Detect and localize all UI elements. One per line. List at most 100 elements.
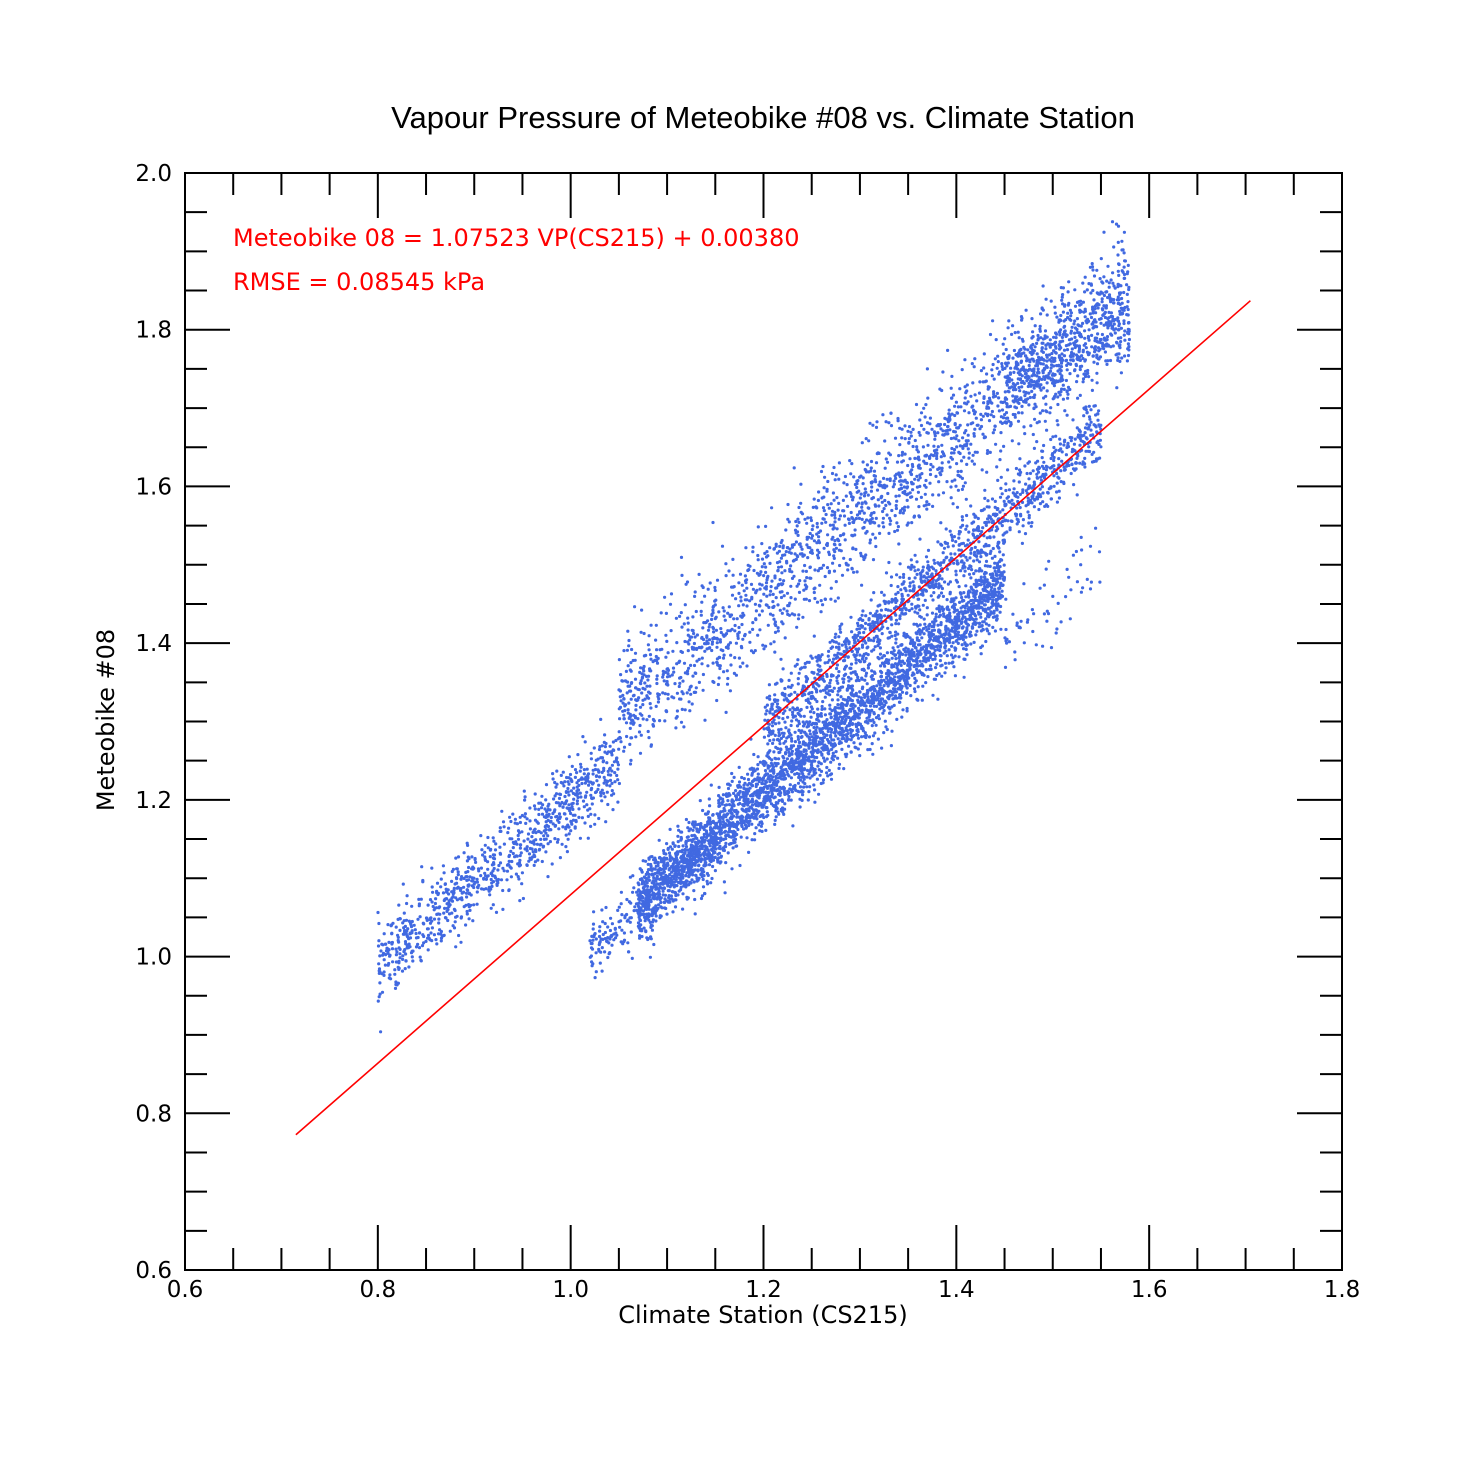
scatter-point <box>756 776 759 779</box>
scatter-point <box>532 831 535 834</box>
scatter-point <box>918 669 921 672</box>
scatter-point <box>443 907 446 910</box>
scatter-point <box>906 707 909 710</box>
scatter-point <box>734 845 737 848</box>
scatter-point <box>551 772 554 775</box>
scatter-point <box>735 795 738 798</box>
scatter-point <box>961 567 964 570</box>
scatter-point <box>434 902 437 905</box>
scatter-point <box>784 726 787 729</box>
scatter-point <box>921 672 924 675</box>
scatter-point <box>503 825 506 828</box>
scatter-point <box>599 951 602 954</box>
scatter-point <box>676 835 679 838</box>
scatter-point <box>864 622 867 625</box>
scatter-point <box>508 888 511 891</box>
scatter-point <box>827 650 830 653</box>
scatter-point <box>584 796 587 799</box>
scatter-point <box>668 894 671 897</box>
scatter-point <box>748 809 751 812</box>
scatter-point <box>657 903 660 906</box>
scatter-point <box>1000 571 1003 574</box>
scatter-point <box>999 574 1002 577</box>
scatter-point <box>612 749 615 752</box>
scatter-point <box>825 766 828 769</box>
scatter-point <box>935 613 938 616</box>
scatter-point <box>585 791 588 794</box>
scatter-point <box>898 649 901 652</box>
scatter-point <box>704 825 707 828</box>
scatter-point <box>925 668 928 671</box>
scatter-point <box>506 831 509 834</box>
scatter-point <box>598 925 601 928</box>
scatter-point <box>944 662 947 665</box>
scatter-point <box>734 823 737 826</box>
scatter-point <box>829 727 832 730</box>
y-tick-label: 1.0 <box>135 945 172 971</box>
scatter-point <box>455 882 458 885</box>
scatter-point <box>803 758 806 761</box>
scatter-point <box>983 620 986 623</box>
scatter-point <box>917 685 920 688</box>
scatter-point <box>969 552 972 555</box>
scatter-point <box>565 790 568 793</box>
scatter-point <box>597 817 600 820</box>
scatter-point <box>558 817 561 820</box>
scatter-point <box>409 923 412 926</box>
scatter-point <box>660 860 663 863</box>
scatter-point <box>677 872 680 875</box>
scatter-point <box>799 805 802 808</box>
scatter-point <box>749 806 752 809</box>
scatter-point <box>742 792 745 795</box>
scatter-point <box>841 716 844 719</box>
scatter-point <box>387 952 390 955</box>
scatter-point <box>603 776 606 779</box>
scatter-point <box>683 852 686 855</box>
scatter-point <box>802 775 805 778</box>
scatter-point <box>610 934 613 937</box>
scatter-point <box>910 663 913 666</box>
scatter-point <box>738 791 741 794</box>
scatter-point <box>1003 564 1006 567</box>
scatter-point <box>872 639 875 642</box>
scatter-point <box>869 612 872 615</box>
scatter-point <box>649 921 652 924</box>
scatter-point <box>962 638 965 641</box>
scatter-point <box>552 797 555 800</box>
scatter-point <box>496 868 499 871</box>
scatter-point <box>718 786 721 789</box>
scatter-point <box>583 821 586 824</box>
scatter-point <box>606 803 609 806</box>
scatter-point <box>935 645 938 648</box>
scatter-point <box>780 766 783 769</box>
scatter-point <box>616 778 619 781</box>
scatter-point <box>807 798 810 801</box>
scatter-point <box>900 716 903 719</box>
scatter-point <box>782 786 785 789</box>
scatter-point <box>893 675 896 678</box>
scatter-point <box>688 874 691 877</box>
scatter-point <box>635 902 638 905</box>
scatter-point <box>510 837 513 840</box>
scatter-point <box>881 662 884 665</box>
scatter-point <box>1065 453 1068 456</box>
scatter-point <box>919 660 922 663</box>
scatter-point <box>947 633 950 636</box>
scatter-point <box>591 782 594 785</box>
scatter-point <box>387 962 390 965</box>
scatter-point <box>960 596 963 599</box>
scatter-point <box>977 569 980 572</box>
scatter-point <box>584 740 587 743</box>
chart-title: Vapour Pressure of Meteobike #08 vs. Cli… <box>391 100 1135 135</box>
scatter-point <box>654 883 657 886</box>
scatter-point <box>997 604 1000 607</box>
scatter-point <box>969 631 972 634</box>
scatter-point <box>1052 459 1055 462</box>
scatter-point <box>604 820 607 823</box>
scatter-point <box>706 853 709 856</box>
scatter-point <box>643 901 646 904</box>
scatter-point <box>564 845 567 848</box>
scatter-point <box>601 771 604 774</box>
scatter-point <box>865 692 868 695</box>
x-tick-label: 1.6 <box>1131 1277 1168 1303</box>
